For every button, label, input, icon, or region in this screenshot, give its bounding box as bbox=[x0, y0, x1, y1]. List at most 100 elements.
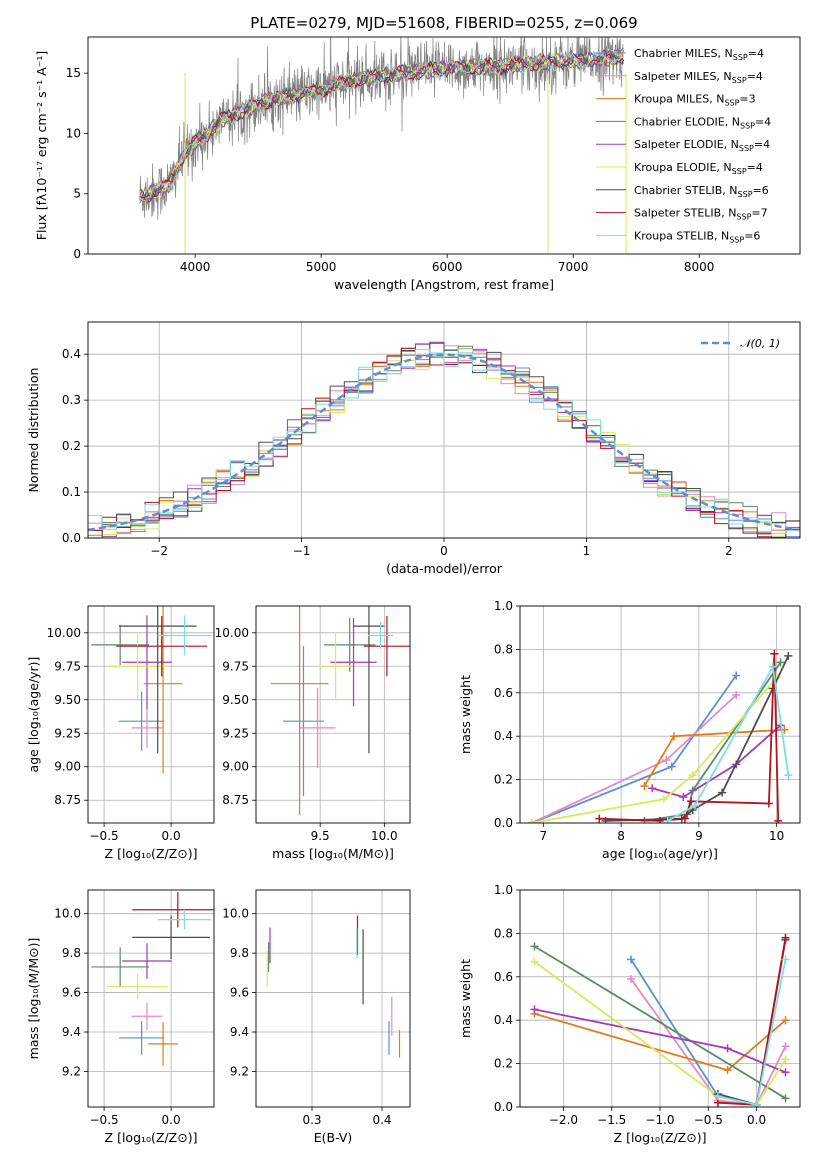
legend-suffix: =6 bbox=[753, 184, 769, 197]
weight-marker bbox=[723, 1044, 732, 1053]
x-tick-label: 7000 bbox=[558, 260, 589, 274]
x-axis-label: Z [log₁₀(Z/Z⊙)] bbox=[105, 1130, 198, 1145]
weight-marker bbox=[781, 1042, 790, 1051]
spectrum-panel: 4000 5000 6000 7000 8000 0 5 10 15 wavelength [An… bbox=[34, 36, 801, 292]
y-tick-label: 15 bbox=[66, 66, 81, 80]
errorbar-point bbox=[143, 606, 183, 774]
y-tick-label: 0.8 bbox=[494, 926, 513, 940]
legend-subscript: SSP bbox=[739, 144, 754, 153]
legend-subscript: SSP bbox=[733, 53, 748, 62]
y-tick-label: 0.8 bbox=[494, 642, 513, 656]
legend-subscript: SSP bbox=[736, 213, 751, 222]
x-tick-label: −0.5 bbox=[90, 829, 119, 843]
errorbar-point bbox=[157, 615, 212, 656]
weight-marker bbox=[781, 933, 790, 942]
legend-label: Chabrier STELIB, N bbox=[634, 184, 738, 197]
weight-marker bbox=[723, 1066, 732, 1075]
weight-marker bbox=[670, 732, 678, 741]
y-tick-label: 9.6 bbox=[230, 986, 249, 1000]
errorbar-point bbox=[106, 973, 169, 1000]
observed-spectrum-line bbox=[139, 37, 624, 220]
weight-marker bbox=[752, 1100, 761, 1107]
axes-frame bbox=[519, 605, 801, 824]
weight-line bbox=[534, 945, 786, 1100]
x-tick-label: 8 bbox=[617, 829, 625, 843]
weight-marker bbox=[648, 784, 657, 793]
weight-marker bbox=[732, 690, 741, 699]
weight-marker bbox=[687, 797, 696, 806]
errorbars bbox=[266, 915, 401, 1058]
age-vs-metallicity-panel: −0.5 0.0 8.75 9.00 9.25 9.50 9.75 10.00 Z [log₁₀… bbox=[26, 605, 215, 861]
errorbars bbox=[91, 606, 212, 774]
normal-curve-line bbox=[88, 353, 798, 532]
model-spectrum-line bbox=[139, 50, 625, 200]
legend-entry: Salpeter STELIB, NSSP=7 bbox=[634, 207, 768, 222]
x-tick-label: 0 bbox=[440, 544, 448, 558]
y-tick-label: 1.0 bbox=[494, 883, 513, 897]
errorbar-point bbox=[118, 1021, 165, 1055]
weight-marker bbox=[688, 771, 697, 780]
legend-entry: Salpeter MILES, NSSP=4 bbox=[634, 70, 763, 85]
x-tick-label: −2.0 bbox=[549, 1113, 578, 1127]
y-tick-label: 10.0 bbox=[54, 907, 81, 921]
y-tick-label: 0.0 bbox=[494, 1100, 513, 1114]
weight-line bbox=[531, 677, 778, 823]
spectrum-lines bbox=[139, 37, 627, 254]
weight-marker bbox=[640, 782, 649, 791]
y-tick-label: 9.25 bbox=[222, 726, 249, 740]
x-tick-label: 0.0 bbox=[747, 1113, 766, 1127]
mass-vs-ebv-panel: 0.3 0.4 9.2 9.4 9.6 9.8 10.0 E(B-V) bbox=[222, 889, 411, 1145]
y-tick-label: 8.75 bbox=[222, 793, 249, 807]
errorbar-point bbox=[367, 622, 394, 649]
weight-vs-age-panel: 7 8 9 10 0.0 0.2 0.4 0.6 0.8 1.0 age [log₁₀(age/yr… bbox=[458, 599, 801, 861]
legend-entry: Chabrier ELODIE, NSSP=4 bbox=[634, 115, 771, 130]
y-tick-label: 9.2 bbox=[62, 1064, 81, 1078]
x-tick-label: 4000 bbox=[180, 260, 211, 274]
legend-label: Salpeter ELODIE, N bbox=[634, 138, 739, 151]
weight-marker bbox=[627, 955, 636, 964]
legend-suffix: =4 bbox=[748, 47, 764, 60]
x-tick-label: −1 bbox=[293, 544, 311, 558]
weight-marker bbox=[691, 801, 699, 810]
errorbar-point bbox=[363, 616, 410, 677]
x-tick-label: 9.5 bbox=[311, 829, 330, 843]
axes-frame bbox=[255, 605, 411, 824]
errorbar-point bbox=[91, 947, 149, 987]
weight-marker bbox=[784, 771, 793, 780]
y-axis-label: Normed distribution bbox=[26, 368, 41, 493]
x-tick-label: −1.5 bbox=[597, 1113, 626, 1127]
legend-label: Salpeter MILES, N bbox=[634, 70, 732, 83]
y-tick-label: 1.0 bbox=[494, 599, 513, 613]
legend-suffix: =7 bbox=[751, 207, 767, 220]
weight-line bbox=[644, 661, 782, 822]
x-tick-label: 0.0 bbox=[162, 1113, 181, 1127]
x-tick-label: 10.0 bbox=[371, 829, 398, 843]
weight-marker bbox=[530, 1005, 539, 1014]
legend-subscript: SSP bbox=[724, 99, 739, 108]
y-tick-label: 0.2 bbox=[494, 1057, 513, 1071]
x-tick-label: −1.0 bbox=[645, 1113, 674, 1127]
x-axis-label: Z [log₁₀(Z/Z⊙)] bbox=[614, 1130, 707, 1145]
errorbar-point bbox=[118, 691, 165, 751]
x-tick-label: 1 bbox=[583, 544, 591, 558]
errorbar-point bbox=[118, 606, 197, 754]
y-tick-label: 9.25 bbox=[54, 726, 81, 740]
x-axis-label: wavelength [Angstrom, rest frame] bbox=[334, 277, 554, 292]
errorbar-point bbox=[148, 1022, 178, 1066]
y-tick-label: 9.2 bbox=[230, 1064, 249, 1078]
y-tick-label: 10.00 bbox=[47, 626, 81, 640]
y-tick-label: 0.6 bbox=[494, 970, 513, 984]
weight-marker bbox=[667, 762, 676, 771]
y-tick-label: 0 bbox=[73, 247, 81, 261]
errorbar-point bbox=[318, 632, 353, 700]
legend-label: Kroupa MILES, N bbox=[634, 93, 724, 106]
residual-histogram-panel: −2 −1 0 1 2 0.0 0.1 0.2 0.3 0.4 (data-model)/error… bbox=[26, 321, 801, 576]
legend-suffix: =6 bbox=[744, 229, 760, 242]
legend-suffix: =4 bbox=[747, 70, 763, 83]
weight-marker bbox=[527, 819, 536, 823]
y-tick-label: 10 bbox=[66, 126, 81, 140]
y-tick-label: 0.2 bbox=[494, 773, 513, 787]
legend-entry: Chabrier MILES, NSSP=4 bbox=[634, 47, 764, 62]
y-tick-label: 10.00 bbox=[215, 626, 249, 640]
legend-entry: Kroupa STELIB, NSSP=6 bbox=[634, 229, 760, 244]
